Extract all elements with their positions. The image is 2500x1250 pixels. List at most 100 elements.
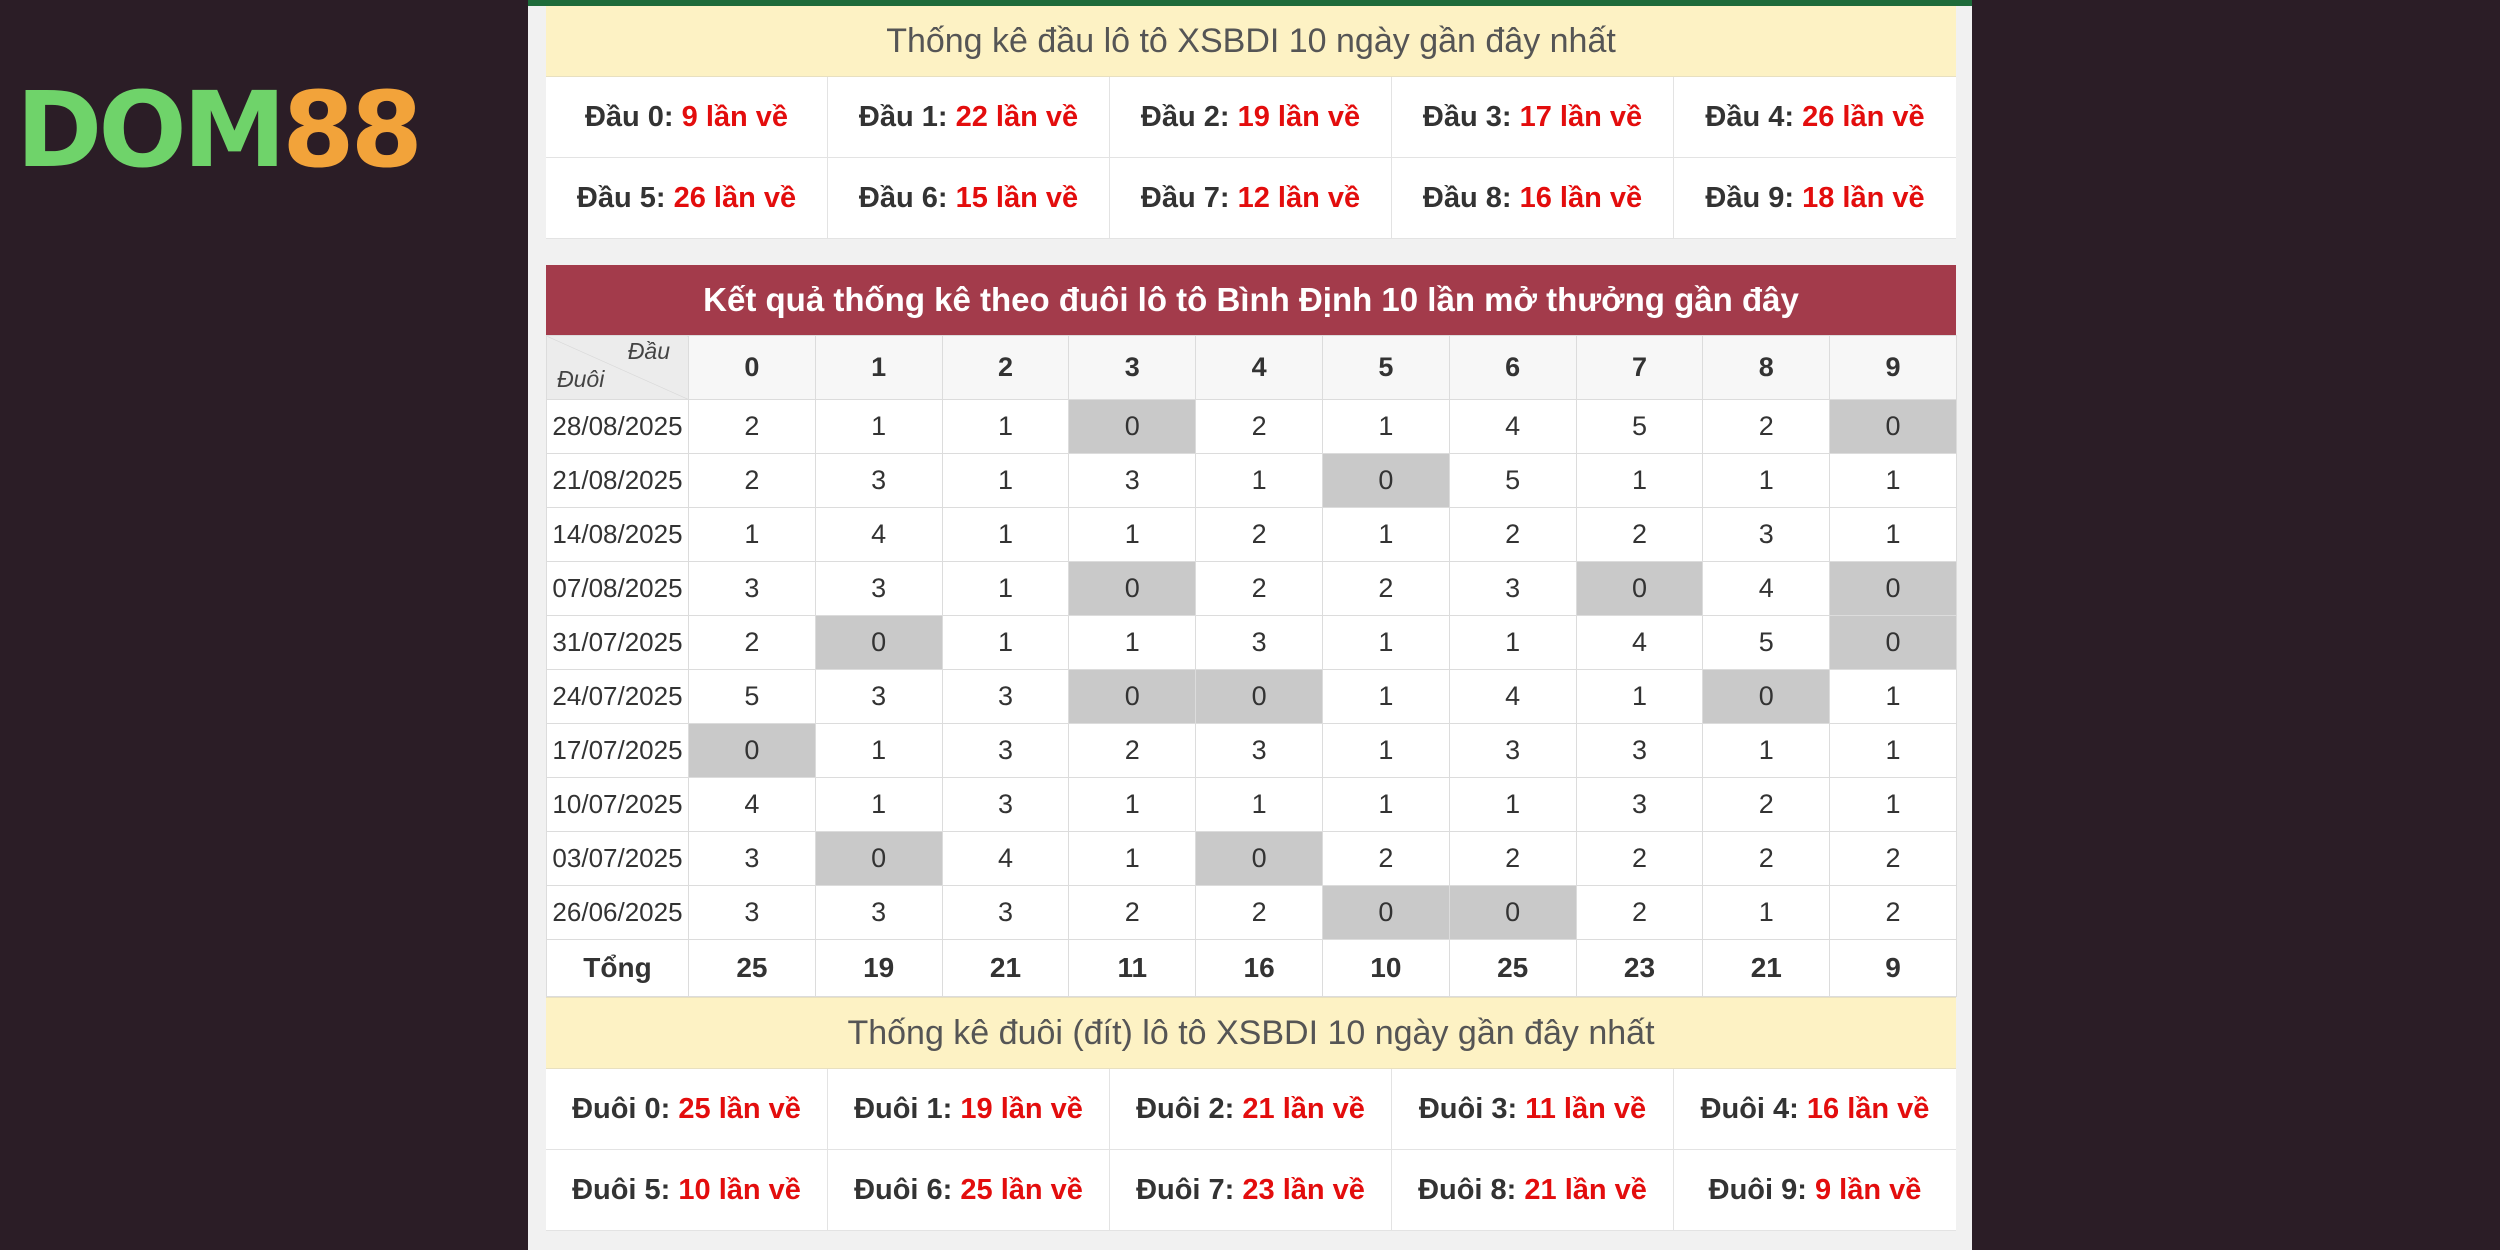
tail-stat-label: Đuôi 1: xyxy=(854,1092,953,1125)
total-cell: 23 xyxy=(1575,939,1704,997)
column-header-4: 4 xyxy=(1195,335,1323,400)
tail-stat-value: 25 lần về xyxy=(678,1092,801,1125)
row-date: 24/07/2025 xyxy=(546,669,689,724)
count-cell: 3 xyxy=(814,885,943,940)
count-cell: 0 xyxy=(688,723,816,778)
count-cell: 2 xyxy=(1195,507,1323,562)
head-stat-6: Đầu 6: 15 lần về xyxy=(828,158,1110,239)
count-cell: 2 xyxy=(1829,831,1957,886)
head-stats-block: Thống kê đầu lô tô XSBDI 10 ngày gần đây… xyxy=(546,6,1956,239)
count-cell: 1 xyxy=(1195,453,1323,508)
count-cell: 3 xyxy=(941,669,1070,724)
tail-stat-0: Đuôi 0: 25 lần về xyxy=(546,1069,828,1150)
logo-text: DOM xyxy=(16,69,286,191)
tail-stats-title: Thống kê đuôi (đít) lô tô XSBDI 10 ngày … xyxy=(546,997,1956,1069)
count-cell: 4 xyxy=(941,831,1070,886)
count-cell: 1 xyxy=(1321,507,1450,562)
count-cell: 1 xyxy=(1195,777,1323,832)
head-stats-title: Thống kê đầu lô tô XSBDI 10 ngày gần đây… xyxy=(546,6,1956,77)
count-cell: 1 xyxy=(1321,723,1450,778)
count-cell: 1 xyxy=(1829,777,1957,832)
column-header-8: 8 xyxy=(1702,335,1831,400)
tail-stat-2: Đuôi 2: 21 lần về xyxy=(1110,1069,1392,1150)
count-cell: 0 xyxy=(1068,561,1197,616)
tail-stat-value: 11 lần về xyxy=(1525,1092,1647,1125)
head-stat-label: Đầu 8: xyxy=(1422,181,1512,214)
head-stat-value: 26 lần về xyxy=(673,181,797,214)
total-cell: 21 xyxy=(941,939,1070,997)
count-cell: 1 xyxy=(1068,831,1197,886)
tail-stat-value: 25 lần về xyxy=(960,1173,1083,1206)
head-stat-0: Đầu 0: 9 lần về xyxy=(546,77,828,158)
count-cell: 3 xyxy=(1068,453,1197,508)
count-cell: 2 xyxy=(1702,777,1831,832)
count-cell: 0 xyxy=(1321,885,1450,940)
brand-logo[interactable]: DOM88 xyxy=(16,78,423,182)
count-cell: 0 xyxy=(814,831,943,886)
count-cell: 4 xyxy=(1702,561,1831,616)
count-cell: 2 xyxy=(1195,399,1323,454)
count-cell: 1 xyxy=(1829,507,1957,562)
head-stat-2: Đầu 2: 19 lần về xyxy=(1110,77,1392,158)
count-cell: 0 xyxy=(1321,453,1450,508)
count-cell: 1 xyxy=(1068,777,1197,832)
column-header-5: 5 xyxy=(1321,335,1450,400)
count-cell: 4 xyxy=(1448,399,1577,454)
count-cell: 2 xyxy=(1321,831,1450,886)
tail-stat-value: 21 lần về xyxy=(1524,1173,1647,1206)
count-cell: 1 xyxy=(941,561,1070,616)
count-cell: 1 xyxy=(941,453,1070,508)
table-row: 26/06/2025 3 3 3 2 2 0 0 2 1 2 xyxy=(546,885,1957,940)
head-stat-label: Đầu 5: xyxy=(576,181,666,214)
tail-stat-4: Đuôi 4: 16 lần về xyxy=(1674,1069,1956,1150)
count-cell: 1 xyxy=(941,399,1070,454)
head-stat-value: 17 lần về xyxy=(1519,100,1643,133)
total-cell: 16 xyxy=(1195,939,1323,997)
head-stat-label: Đầu 3: xyxy=(1422,100,1512,133)
table-row: 28/08/2025 2 1 1 0 2 1 4 5 2 0 xyxy=(546,399,1957,454)
count-cell: 3 xyxy=(1702,507,1831,562)
tail-stat-9: Đuôi 9: 9 lần về xyxy=(1674,1150,1956,1231)
count-cell: 1 xyxy=(1321,615,1450,670)
tail-stat-label: Đuôi 0: xyxy=(572,1092,671,1125)
head-stat-label: Đầu 6: xyxy=(858,181,948,214)
count-cell: 0 xyxy=(1068,669,1197,724)
count-cell: 1 xyxy=(1575,453,1704,508)
count-cell: 2 xyxy=(688,615,816,670)
head-stat-label: Đầu 0: xyxy=(584,100,674,133)
total-cell: 19 xyxy=(814,939,943,997)
table-row: 21/08/2025 2 3 1 3 1 0 5 1 1 1 xyxy=(546,453,1957,508)
row-date: 26/06/2025 xyxy=(546,885,689,940)
column-header-1: 1 xyxy=(814,335,943,400)
count-cell: 4 xyxy=(1575,615,1704,670)
count-cell: 0 xyxy=(814,615,943,670)
corner-label-head: Đầu xyxy=(627,338,670,364)
tail-stats-grid: Đuôi 0: 25 lần về Đuôi 1: 19 lần về Đuôi 2… xyxy=(546,1069,1956,1231)
head-stat-9: Đầu 9: 18 lần về xyxy=(1674,158,1956,239)
count-cell: 2 xyxy=(1195,561,1323,616)
count-cell: 3 xyxy=(1195,723,1323,778)
count-cell: 0 xyxy=(1702,669,1831,724)
head-stat-label: Đầu 4: xyxy=(1705,100,1795,133)
head-stat-value: 18 lần về xyxy=(1802,181,1925,214)
count-cell: 0 xyxy=(1575,561,1704,616)
tail-stat-7: Đuôi 7: 23 lần về xyxy=(1110,1150,1392,1231)
head-stat-5: Đầu 5: 26 lần về xyxy=(546,158,828,239)
count-cell: 1 xyxy=(1702,885,1831,940)
tail-stat-label: Đuôi 2: xyxy=(1136,1092,1235,1125)
count-cell: 1 xyxy=(814,777,943,832)
head-stat-value: 22 lần về xyxy=(955,100,1079,133)
count-cell: 3 xyxy=(688,831,816,886)
column-header-0: 0 xyxy=(688,335,816,400)
head-stat-value: 26 lần về xyxy=(1802,100,1925,133)
count-cell: 3 xyxy=(1195,615,1323,670)
column-header-7: 7 xyxy=(1575,335,1704,400)
count-cell: 4 xyxy=(1448,669,1577,724)
count-cell: 3 xyxy=(941,885,1070,940)
count-cell: 0 xyxy=(1829,615,1957,670)
table-row: 10/07/2025 4 1 3 1 1 1 1 3 2 1 xyxy=(546,777,1957,832)
count-cell: 3 xyxy=(941,777,1070,832)
count-cell: 3 xyxy=(688,561,816,616)
tail-stat-value: 16 lần về xyxy=(1806,1092,1930,1125)
